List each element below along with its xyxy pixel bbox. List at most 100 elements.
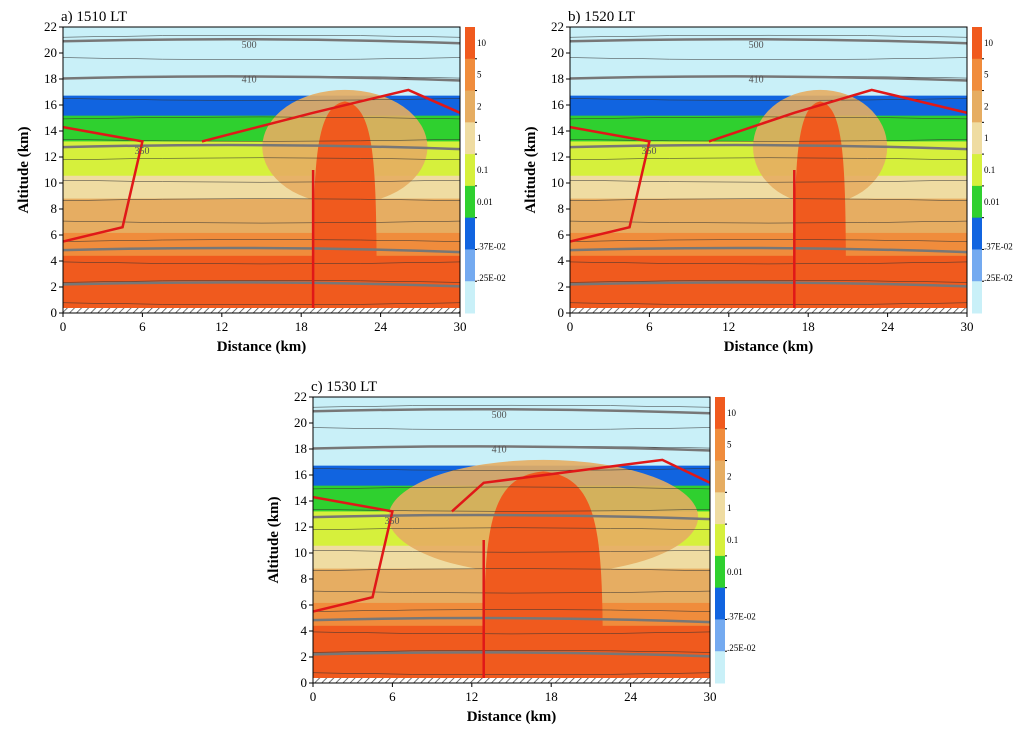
ground (63, 308, 460, 313)
ground (313, 678, 710, 683)
streamline (570, 179, 967, 183)
streamline (570, 116, 967, 120)
colorbar-label: 0.1 (727, 535, 738, 545)
streamline (570, 239, 967, 242)
y-tick-label: 0 (301, 675, 308, 690)
isentrope (63, 75, 460, 82)
x-tick-label: 24 (881, 319, 895, 334)
tower (313, 101, 377, 313)
cloud-outline (570, 88, 967, 313)
cloud-outline (313, 458, 710, 683)
x-tick-label: 30 (454, 319, 467, 334)
streamline (63, 98, 460, 101)
colorbar-swatch (715, 651, 725, 684)
streamline (570, 57, 967, 60)
colorbar-label: 1 (984, 133, 989, 143)
field-band (63, 27, 460, 97)
y-tick-label: 4 (51, 253, 58, 268)
streamline (313, 404, 710, 408)
colorbar-label: .37E-02 (477, 241, 506, 251)
tower (483, 471, 603, 683)
contour-label: 350 (641, 146, 656, 157)
colorbar-label: 1 (727, 503, 732, 513)
colorbar-swatch (972, 27, 982, 60)
streamline (313, 650, 710, 653)
field-band (570, 232, 967, 257)
x-tick-label: 24 (624, 689, 638, 704)
colorbar-swatch (465, 249, 475, 282)
y-tick-label: 6 (301, 597, 308, 612)
contour-label: 350 (134, 146, 149, 157)
colorbar-label: 5 (727, 440, 732, 450)
colorbar-swatch (465, 154, 475, 187)
y-tick-label: 16 (44, 97, 58, 112)
y-tick-label: 6 (558, 227, 565, 242)
field-band (63, 232, 460, 257)
field-band (63, 198, 460, 234)
y-tick-label: 20 (294, 415, 307, 430)
plot-frame (62, 26, 461, 314)
streamline (570, 261, 967, 265)
colorbar-label: 0.1 (477, 165, 488, 175)
y-tick-label: 8 (558, 201, 565, 216)
y-tick-label: 10 (44, 175, 57, 190)
y-tick-label: 18 (294, 441, 307, 456)
streamline (570, 157, 967, 161)
x-tick-label: 6 (389, 689, 396, 704)
x-tick-label: 6 (139, 319, 146, 334)
y-tick-label: 18 (551, 71, 564, 86)
x-tick-label: 30 (704, 689, 717, 704)
y-tick-label: 16 (294, 467, 308, 482)
y-tick-label: 22 (294, 389, 307, 404)
colorbar-label: 0.01 (727, 567, 743, 577)
x-tick-label: 12 (465, 689, 478, 704)
streamline (313, 672, 710, 676)
isentrope (313, 651, 710, 658)
colorbar-label: 10 (477, 38, 487, 48)
colorbar-swatch (972, 154, 982, 187)
colorbar-swatch (465, 281, 475, 314)
colorbar-swatch (715, 460, 725, 493)
y-tick-label: 12 (44, 149, 57, 164)
plot-frame (569, 26, 968, 314)
isentrope (63, 143, 460, 151)
streamline (63, 302, 460, 306)
colorbar-swatch (715, 428, 725, 462)
y-tick-label: 4 (301, 623, 308, 638)
y-tick-label: 12 (551, 149, 564, 164)
y-tick-label: 0 (558, 305, 565, 320)
streamline (570, 198, 967, 201)
streamline (313, 590, 710, 594)
streamline (313, 527, 710, 531)
y-tick-label: 14 (44, 123, 58, 138)
colorbar-label: 2 (984, 101, 989, 111)
colorbar-label: 5 (984, 70, 989, 80)
colorbar-swatch (715, 587, 725, 620)
tower (794, 101, 846, 313)
streamline (570, 34, 967, 38)
contour-label: 350 (384, 516, 399, 527)
x-tick-label: 30 (961, 319, 974, 334)
colorbar-label: 0.01 (984, 197, 1000, 207)
streamline (63, 179, 460, 183)
streamline (313, 549, 710, 553)
streamline (313, 568, 710, 571)
streamline (63, 57, 460, 60)
colorbar-label: .37E-02 (984, 241, 1013, 251)
cloud-outline (63, 88, 460, 313)
streamline (63, 34, 460, 38)
y-tick-label: 2 (558, 279, 565, 294)
x-tick-label: 0 (310, 689, 317, 704)
colorbar-label: .25E-02 (727, 643, 756, 653)
isentrope (570, 75, 967, 82)
isentrope (63, 281, 460, 288)
colorbar-swatch (465, 122, 475, 155)
y-tick-label: 14 (294, 493, 308, 508)
y-axis-label: Altitude (km) (523, 126, 539, 213)
colorbar-label: 1 (477, 133, 482, 143)
contour-label: 410 (242, 74, 257, 85)
x-tick-label: 18 (295, 319, 308, 334)
contour-label: 500 (492, 410, 507, 421)
y-tick-label: 20 (551, 45, 564, 60)
